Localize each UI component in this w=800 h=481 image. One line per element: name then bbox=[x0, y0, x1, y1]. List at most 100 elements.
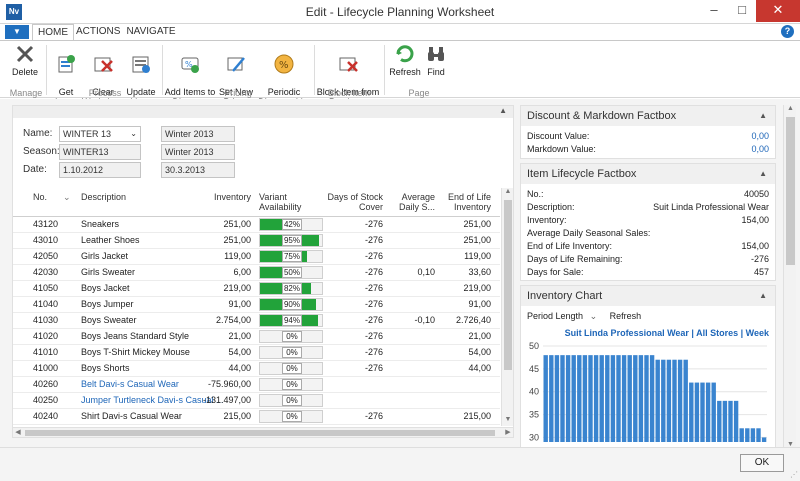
chart-bar[interactable] bbox=[705, 382, 711, 442]
chart-bar[interactable] bbox=[700, 382, 705, 442]
col-variant-availability[interactable]: Variant Availability bbox=[259, 192, 302, 212]
chart-bar[interactable] bbox=[621, 355, 627, 442]
chart-bar[interactable] bbox=[689, 382, 694, 442]
chart-bar[interactable] bbox=[745, 428, 750, 442]
chart-bar[interactable] bbox=[554, 355, 560, 442]
chart-bar[interactable] bbox=[666, 359, 672, 442]
chart-bar[interactable] bbox=[756, 428, 761, 442]
chart-bar[interactable] bbox=[593, 355, 599, 442]
table-row[interactable]: 41050 Boys Jacket 219,00 82% -276 219,00 bbox=[13, 281, 500, 297]
chart-bar[interactable] bbox=[588, 355, 593, 442]
season-field[interactable]: WINTER13 bbox=[59, 144, 141, 160]
scroll-thumb[interactable] bbox=[504, 200, 512, 370]
markdown-value[interactable]: 0,00 bbox=[751, 144, 769, 154]
scroll-down-icon[interactable]: ▼ bbox=[787, 441, 794, 448]
chart-bar[interactable] bbox=[633, 355, 638, 442]
period-length-button[interactable]: Period Length bbox=[527, 311, 584, 321]
chart-bar[interactable] bbox=[599, 355, 604, 442]
maximize-button[interactable]: □ bbox=[738, 2, 746, 17]
date-from-field[interactable]: 1.10.2012 bbox=[59, 162, 141, 178]
scroll-up-icon[interactable]: ▲ bbox=[504, 188, 512, 195]
table-row[interactable]: 42050 Girls Jacket 119,00 75% -276 119,00 bbox=[13, 249, 500, 265]
refresh-button[interactable]: Refresh bbox=[388, 43, 422, 77]
chart-bar[interactable] bbox=[661, 359, 666, 442]
chevron-down-icon[interactable]: ⌄ bbox=[130, 129, 137, 138]
find-button[interactable]: Find bbox=[422, 43, 450, 77]
col-no[interactable]: No. bbox=[33, 192, 48, 202]
chart-bar[interactable] bbox=[728, 400, 733, 442]
col-description[interactable]: Description bbox=[81, 192, 127, 202]
chart-bar[interactable] bbox=[694, 382, 700, 442]
grid-horizontal-scrollbar[interactable]: ◀ ▶ bbox=[13, 427, 513, 437]
col-end-of-life-inventory[interactable]: End of Life Inventory bbox=[447, 192, 491, 212]
chart-bar[interactable] bbox=[571, 355, 576, 442]
chart-bar[interactable] bbox=[677, 359, 683, 442]
inventory-chart-header[interactable]: Inventory Chart ▲ bbox=[521, 286, 775, 306]
chart-bar[interactable] bbox=[549, 355, 554, 442]
h-scroll-thumb[interactable] bbox=[25, 430, 495, 436]
col-inventory[interactable]: Inventory bbox=[213, 192, 251, 202]
chart-bar[interactable] bbox=[627, 355, 632, 442]
app-menu-button[interactable]: ▼ bbox=[5, 25, 29, 39]
table-row[interactable]: 42030 Girls Sweater 6,00 50% -276 0,10 33,60 bbox=[13, 265, 500, 281]
factbox-scroll-thumb[interactable] bbox=[786, 117, 795, 265]
col-average-daily-sales[interactable]: Average Daily S... bbox=[398, 192, 435, 212]
scroll-up-icon[interactable]: ▲ bbox=[787, 105, 794, 112]
date-to-field[interactable]: 30.3.2013 bbox=[161, 162, 235, 178]
chart-bar[interactable] bbox=[543, 355, 548, 442]
table-row[interactable]: 40260 Belt Davi-s Casual Wear -75.960,00 0% bbox=[13, 377, 500, 393]
table-row[interactable]: 43010 Leather Shoes 251,00 95% -276 251,00 bbox=[13, 233, 500, 249]
chart-bar[interactable] bbox=[683, 359, 688, 442]
collapse-icon[interactable]: ▲ bbox=[759, 169, 767, 178]
name-field[interactable]: WINTER 13 ⌄ bbox=[59, 126, 141, 142]
tab-navigate[interactable]: NAVIGATE bbox=[126, 26, 176, 37]
cell-description[interactable]: Belt Davi-s Casual Wear bbox=[81, 379, 179, 389]
chart-bar[interactable] bbox=[605, 355, 610, 442]
chart-bar[interactable] bbox=[739, 428, 744, 442]
chart-bar[interactable] bbox=[638, 355, 644, 442]
col-days-of-stock-cover[interactable]: Days of Stock Cover bbox=[327, 192, 383, 212]
resize-grip-icon[interactable]: ⋰ bbox=[790, 470, 798, 479]
chart-bar[interactable] bbox=[750, 428, 756, 442]
table-row[interactable]: 41020 Boys Jeans Standard Style 21,00 0% -27… bbox=[13, 329, 500, 345]
chart-bar[interactable] bbox=[610, 355, 616, 442]
tab-actions[interactable]: ACTIONS bbox=[76, 26, 121, 37]
lifecycle-factbox-header[interactable]: Item Lifecycle Factbox ▲ bbox=[521, 164, 775, 184]
chart-bar[interactable] bbox=[577, 355, 582, 442]
chart-bar[interactable] bbox=[655, 359, 660, 442]
chart-bar[interactable] bbox=[733, 400, 739, 442]
table-row[interactable]: 41030 Boys Sweater 2.754,00 94% -276 -0,10 2.7… bbox=[13, 313, 500, 329]
ok-button[interactable]: OK bbox=[740, 454, 784, 472]
factbox-vertical-scrollbar[interactable]: ▲ ▼ bbox=[783, 105, 796, 451]
chart-refresh-button[interactable]: Refresh bbox=[609, 311, 642, 321]
chart-bar[interactable] bbox=[649, 355, 655, 442]
table-row[interactable]: 40230Pants Davi-s Casual Wear362,000%-27… bbox=[13, 425, 500, 426]
chart-bar[interactable] bbox=[616, 355, 621, 442]
chart-bar[interactable] bbox=[560, 355, 565, 442]
chart-bar[interactable] bbox=[717, 400, 722, 442]
table-row[interactable]: 43120 Sneakers 251,00 42% -276 251,00 bbox=[13, 217, 500, 233]
table-row[interactable]: 40240 Shirt Davi-s Casual Wear 215,00 0% -27… bbox=[13, 409, 500, 425]
chart-bar[interactable] bbox=[761, 437, 767, 442]
tab-home[interactable]: HOME bbox=[32, 24, 74, 40]
cell-description[interactable]: Jumper Turtleneck Davi-s Casual ... bbox=[81, 395, 224, 405]
chart-bar[interactable] bbox=[722, 400, 728, 442]
collapse-icon[interactable]: ▲ bbox=[759, 111, 767, 120]
close-button[interactable]: ✕ bbox=[756, 0, 800, 22]
delete-button[interactable]: Delete bbox=[6, 43, 44, 77]
chart-bar[interactable] bbox=[565, 355, 571, 442]
table-row[interactable]: 41000 Boys Shorts 44,00 0% -276 44,00 bbox=[13, 361, 500, 377]
scroll-down-icon[interactable]: ▼ bbox=[504, 416, 512, 423]
general-fasttab-header[interactable]: ▲ bbox=[13, 106, 513, 118]
chart-bar[interactable] bbox=[644, 355, 649, 442]
grid-vertical-scrollbar[interactable]: ▲ ▼ bbox=[501, 188, 513, 426]
chevron-down-icon[interactable]: ⌄ bbox=[589, 311, 598, 321]
minimize-button[interactable]: – bbox=[710, 2, 718, 17]
discount-factbox-header[interactable]: Discount & Markdown Factbox ▲ bbox=[521, 106, 775, 126]
help-icon[interactable]: ? bbox=[781, 25, 794, 38]
scroll-right-icon[interactable]: ▶ bbox=[505, 429, 511, 436]
chart-subtitle[interactable]: Suit Linda Professional Wear | All Store… bbox=[564, 328, 769, 338]
sort-chevron-icon[interactable]: ⌄ bbox=[63, 192, 71, 202]
scroll-left-icon[interactable]: ◀ bbox=[15, 429, 21, 436]
table-row[interactable]: 41040 Boys Jumper 91,00 90% -276 91,00 bbox=[13, 297, 500, 313]
